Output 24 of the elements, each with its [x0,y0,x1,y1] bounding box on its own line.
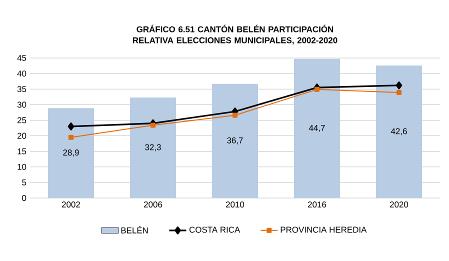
y-tick-label: 45 [17,55,26,61]
data-label: 28,9 [63,150,79,157]
x-tick-label: 2006 [144,202,162,208]
y-tick-label: 35 [17,86,26,92]
y-tick-label: 30 [17,102,26,108]
x-tick-label: 2010 [226,202,244,208]
y-tick-label: 15 [18,148,26,154]
chart-title: GRÁFICO 6.51 CANTÓN BELÉN PARTICIPACIÓN RELATIVA ELECCIONES MUNICIPALES, 2002-2020 [132,24,338,45]
y-tick-label: 40 [17,70,26,77]
x-tick-label: 2020 [390,202,408,208]
legend-label: COSTA RICA [189,226,240,233]
y-tick-label: 0 [22,195,26,201]
legend-label: PROVINCIA HEREDIA [280,226,367,233]
y-tick-label: 5 [22,179,26,186]
y-tick-label: 20 [17,132,26,139]
x-tick-label: 2016 [308,202,326,208]
y-tick-label: 25 [17,117,26,124]
data-label: 42,6 [390,128,407,136]
data-label: 44,7 [308,125,325,132]
data-label: 36,7 [227,137,243,144]
x-tick-label: 2002 [62,202,80,208]
y-tick-label: 10 [18,164,26,170]
data-label: 32,3 [145,144,161,152]
legend-label: BELÉN [121,226,148,234]
